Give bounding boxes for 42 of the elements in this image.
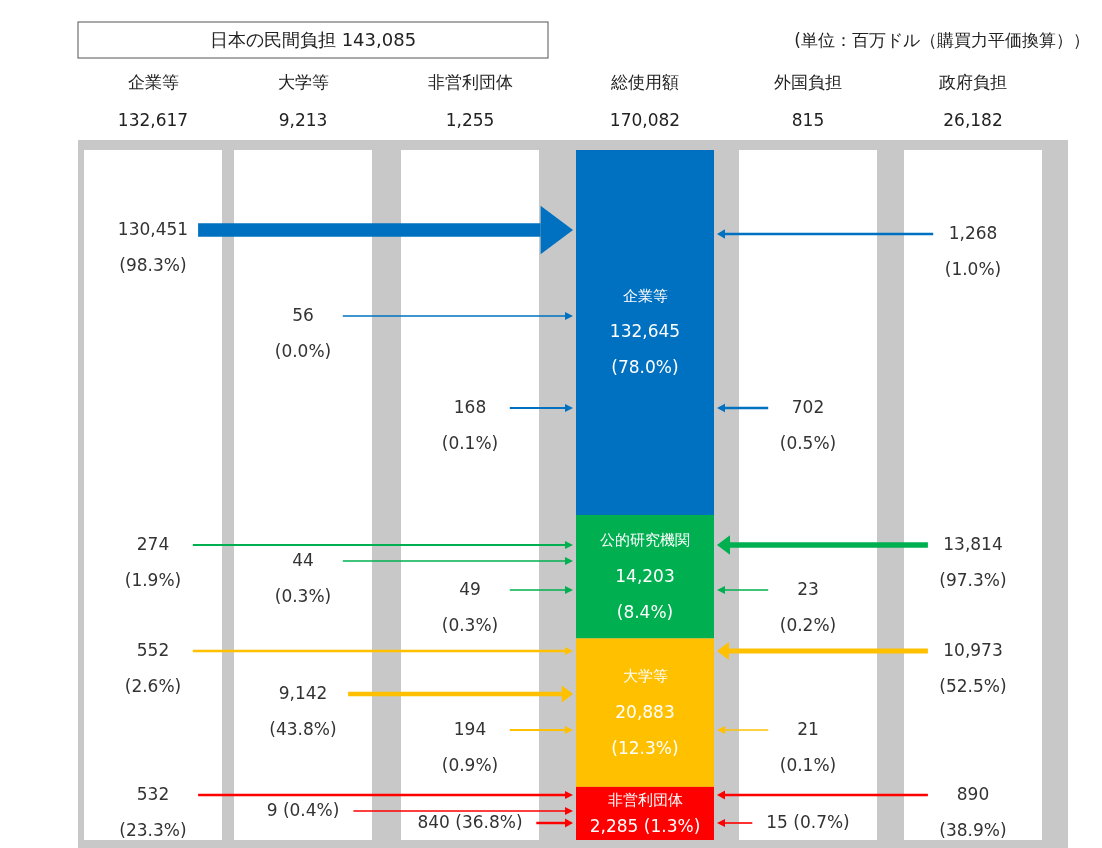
- data-label: 2,285 (1.3%): [589, 815, 701, 836]
- text: 1,255: [445, 110, 495, 130]
- data-label: 274 (1.9%): [124, 534, 182, 590]
- data-label: 44 (0.3%): [274, 550, 332, 606]
- category-label: 非営利団体: [427, 72, 513, 92]
- text: 日本の民間負担 143,085: [209, 29, 417, 50]
- legend-label: 非営利団体: [607, 790, 683, 809]
- data-label: 13,814 (97.3%): [939, 534, 1007, 590]
- data-label: 168 (0.1%): [441, 397, 499, 453]
- data-label: 9,142 (43.8%): [269, 683, 337, 739]
- data-label: 194 (0.9%): [441, 719, 499, 775]
- data-label: 14,203 (8.4%): [615, 565, 675, 622]
- data-label: 702 (0.5%): [779, 397, 837, 453]
- data-label: 23 (0.2%): [779, 579, 837, 635]
- text: 26,182: [943, 110, 1003, 130]
- data-label: 890 (38.9%): [939, 784, 1007, 840]
- data-label: 21 (0.1%): [779, 719, 837, 775]
- series-label: 企業等: [622, 286, 668, 305]
- category-label: 企業等: [127, 72, 179, 92]
- data-label: 20,883 (12.3%): [611, 701, 679, 758]
- category-label: 外国負担: [774, 72, 842, 92]
- data-label: 132,645 (78.0%): [609, 321, 681, 378]
- data-label: 56 (0.0%): [274, 305, 332, 361]
- data-label: 1,268 (1.0%): [944, 223, 1002, 279]
- data-label: 532 (23.3%): [119, 784, 187, 840]
- text: (単位：百万ドル（購買力平価換算））: [794, 30, 1090, 50]
- legend-label: 公的研究機関: [600, 531, 690, 550]
- text: 9,213: [278, 110, 328, 130]
- category-label: 政府負担: [939, 72, 1007, 92]
- data-label: 552 (2.6%): [124, 640, 182, 696]
- data-label: 9 (0.4%): [266, 800, 340, 820]
- category-label: 大学等: [277, 72, 329, 92]
- series-label: 大学等: [622, 667, 668, 686]
- category-label: 総使用額: [610, 72, 679, 92]
- text: 170,082: [609, 110, 681, 130]
- data-label: 840 (36.8%): [417, 812, 523, 832]
- data-label: 49 (0.3%): [441, 579, 499, 635]
- data-label: 15 (0.7%): [766, 812, 850, 832]
- data-label: 10,973 (52.5%): [939, 640, 1007, 696]
- text: 815: [791, 110, 825, 130]
- text: 132,617: [117, 110, 189, 130]
- data-label: 130,451 (98.3%): [117, 219, 189, 275]
